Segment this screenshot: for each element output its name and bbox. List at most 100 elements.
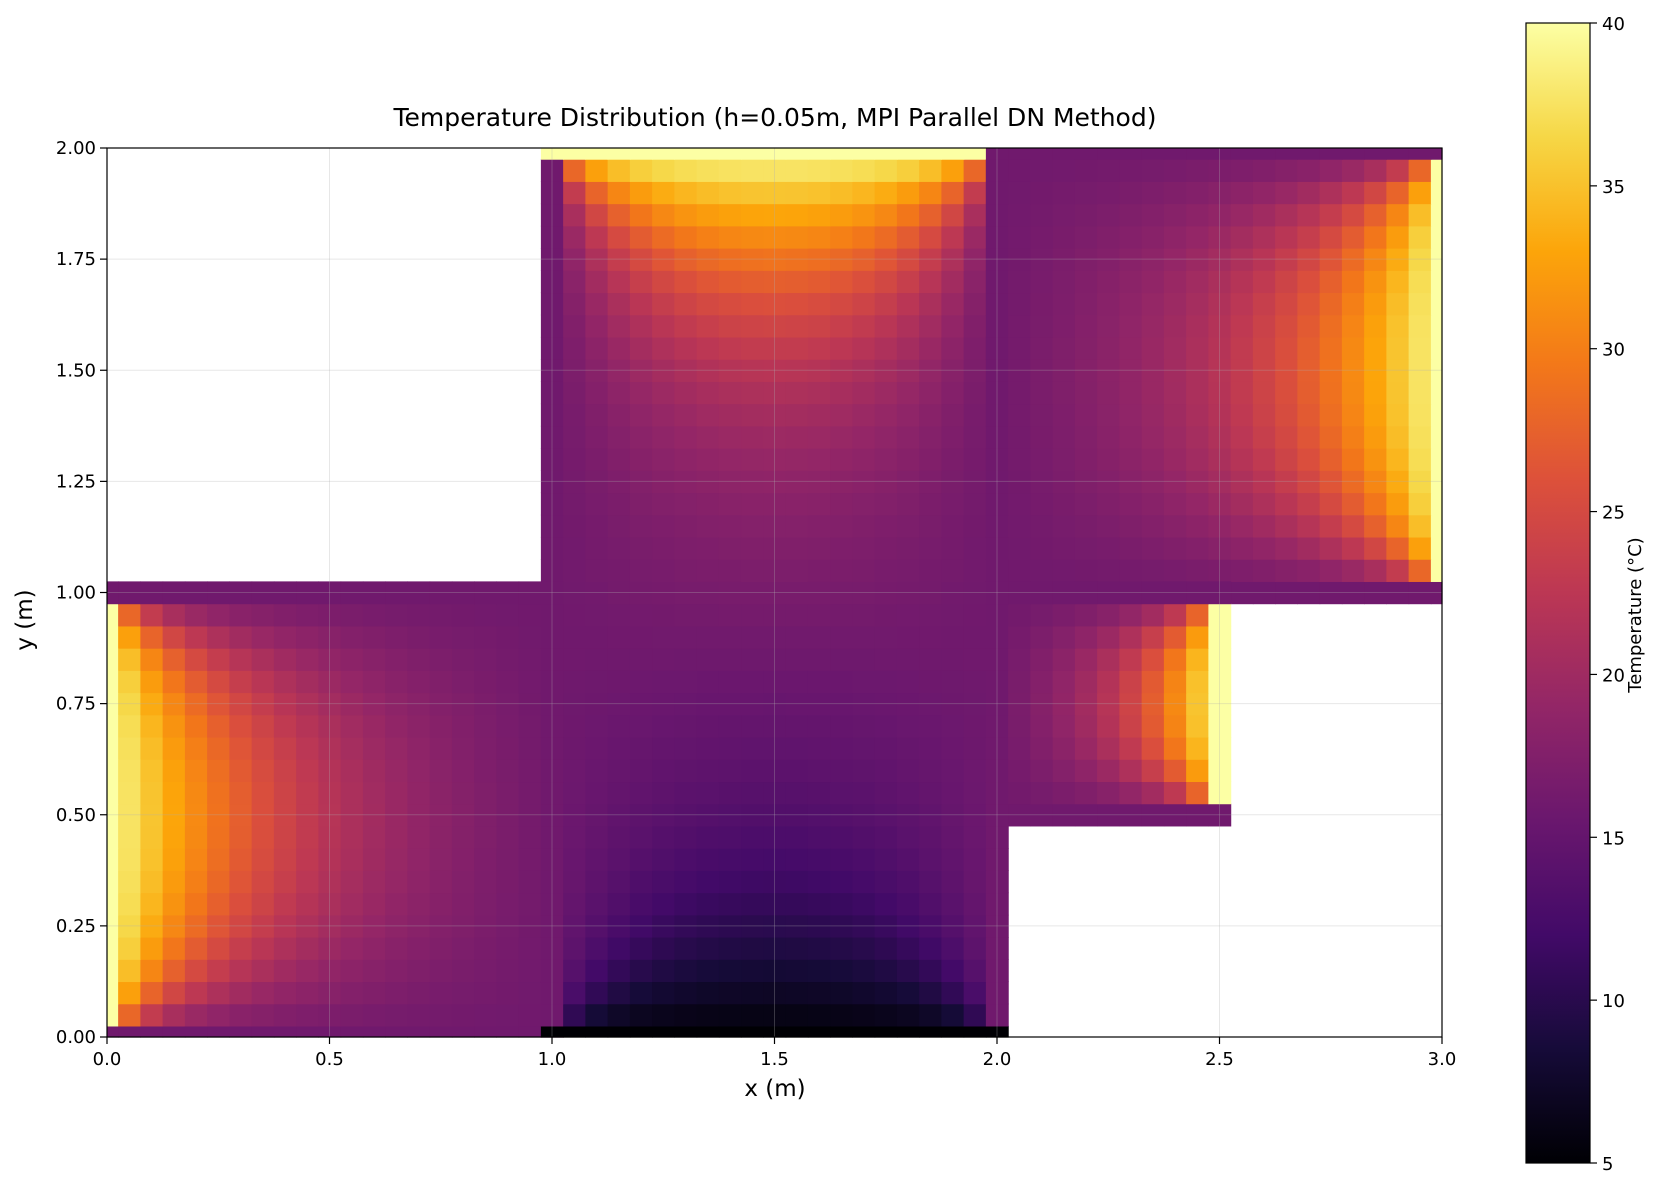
heatmap-cell xyxy=(1163,559,1187,582)
heatmap-cell xyxy=(563,381,586,405)
heatmap-cell xyxy=(763,270,787,294)
heatmap-cell xyxy=(807,603,831,627)
heatmap-cell xyxy=(607,248,631,271)
heatmap-cell xyxy=(474,892,497,916)
heatmap-cell xyxy=(340,825,364,849)
heatmap-cell xyxy=(1141,314,1165,338)
heatmap-cell xyxy=(1430,381,1443,405)
heatmap-cell xyxy=(1408,248,1432,271)
heatmap-cell xyxy=(1430,292,1443,316)
heatmap-cell xyxy=(1208,148,1232,160)
heatmap-cell xyxy=(629,670,653,694)
heatmap-cell xyxy=(229,870,253,894)
heatmap-cell xyxy=(652,803,675,827)
heatmap-cell xyxy=(1252,448,1276,471)
heatmap-cell xyxy=(1074,336,1098,360)
heatmap-cell xyxy=(785,581,809,605)
heatmap-cell xyxy=(830,492,853,516)
heatmap-cell xyxy=(807,1003,831,1027)
heatmap-cell xyxy=(763,936,787,960)
heatmap-cell xyxy=(518,1025,542,1038)
heatmap-cell xyxy=(718,559,742,582)
heatmap-cell xyxy=(340,692,364,716)
heatmap-cell xyxy=(830,359,853,382)
heatmap-cell xyxy=(318,936,342,960)
heatmap-cell xyxy=(1208,336,1232,360)
heatmap-cell xyxy=(585,359,609,382)
heatmap-cell xyxy=(1208,270,1232,294)
heatmap-cell xyxy=(585,314,609,338)
heatmap-cell xyxy=(407,670,431,694)
heatmap-cell xyxy=(229,825,253,849)
heatmap-cell xyxy=(518,625,542,649)
heatmap-cell xyxy=(696,536,720,560)
heatmap-cell xyxy=(919,914,942,938)
heatmap-cell xyxy=(1208,803,1232,827)
heatmap-cell xyxy=(1386,148,1410,160)
heatmap-cell xyxy=(1119,736,1143,760)
heatmap-cell xyxy=(1319,448,1343,471)
heatmap-cell xyxy=(385,892,408,916)
heatmap-cell xyxy=(607,292,631,316)
heatmap-cell xyxy=(963,425,987,449)
heatmap-cell xyxy=(830,1003,853,1027)
heatmap-cell xyxy=(652,870,675,894)
heatmap-cell xyxy=(607,448,631,471)
heatmap-cell xyxy=(696,736,720,760)
heatmap-cell xyxy=(1008,270,1031,294)
heatmap-cell xyxy=(941,981,965,1005)
heatmap-cell xyxy=(696,492,720,516)
heatmap-cell xyxy=(1052,559,1076,582)
heatmap-cell xyxy=(1364,536,1387,560)
heatmap-cell xyxy=(1097,336,1120,360)
heatmap-cell xyxy=(1319,559,1343,582)
heatmap-cell xyxy=(741,825,764,849)
heatmap-cell xyxy=(607,425,631,449)
heatmap-cell xyxy=(585,714,609,738)
heatmap-cell xyxy=(207,914,230,938)
heatmap-cell xyxy=(107,1003,119,1027)
heatmap-cell xyxy=(852,692,876,716)
heatmap-cell xyxy=(107,1025,119,1038)
heatmap-cell xyxy=(852,670,876,694)
heatmap-cell xyxy=(741,336,764,360)
heatmap-cell xyxy=(607,314,631,338)
heatmap-cell xyxy=(162,914,186,938)
heatmap-cell xyxy=(741,692,764,716)
heatmap-cell xyxy=(852,736,876,760)
heatmap-cell xyxy=(207,803,230,827)
heatmap-cell xyxy=(296,848,319,871)
heatmap-cell xyxy=(1119,181,1143,205)
heatmap-cell xyxy=(785,359,809,382)
heatmap-cell xyxy=(696,848,720,871)
heatmap-cell xyxy=(273,1003,297,1027)
heatmap-cell xyxy=(585,203,609,227)
heatmap-cell xyxy=(1052,648,1076,671)
heatmap-cell xyxy=(1141,181,1165,205)
heatmap-cell xyxy=(718,670,742,694)
heatmap-cell xyxy=(674,514,698,538)
heatmap-cell xyxy=(496,581,520,605)
heatmap-cell xyxy=(785,536,809,560)
heatmap-cell xyxy=(563,692,586,716)
heatmap-cell xyxy=(1052,148,1076,160)
heatmap-cell xyxy=(963,1003,987,1027)
heatmap-cell xyxy=(629,536,653,560)
heatmap-cell xyxy=(207,1003,230,1027)
heatmap-cell xyxy=(607,603,631,627)
heatmap-cell xyxy=(919,981,942,1005)
heatmap-cell xyxy=(696,314,720,338)
heatmap-cell xyxy=(985,559,1009,582)
heatmap-cell xyxy=(1208,536,1232,560)
heatmap-cell xyxy=(607,914,631,938)
heatmap-cell xyxy=(674,714,698,738)
heatmap-cell xyxy=(118,648,141,671)
heatmap-cell xyxy=(1119,270,1143,294)
heatmap-cell xyxy=(629,248,653,271)
heatmap-cell xyxy=(1341,270,1365,294)
heatmap-cell xyxy=(474,736,497,760)
heatmap-cell xyxy=(1386,381,1410,405)
heatmap-cell xyxy=(540,803,564,827)
heatmap-cell xyxy=(652,148,675,160)
heatmap-cell xyxy=(207,625,230,649)
